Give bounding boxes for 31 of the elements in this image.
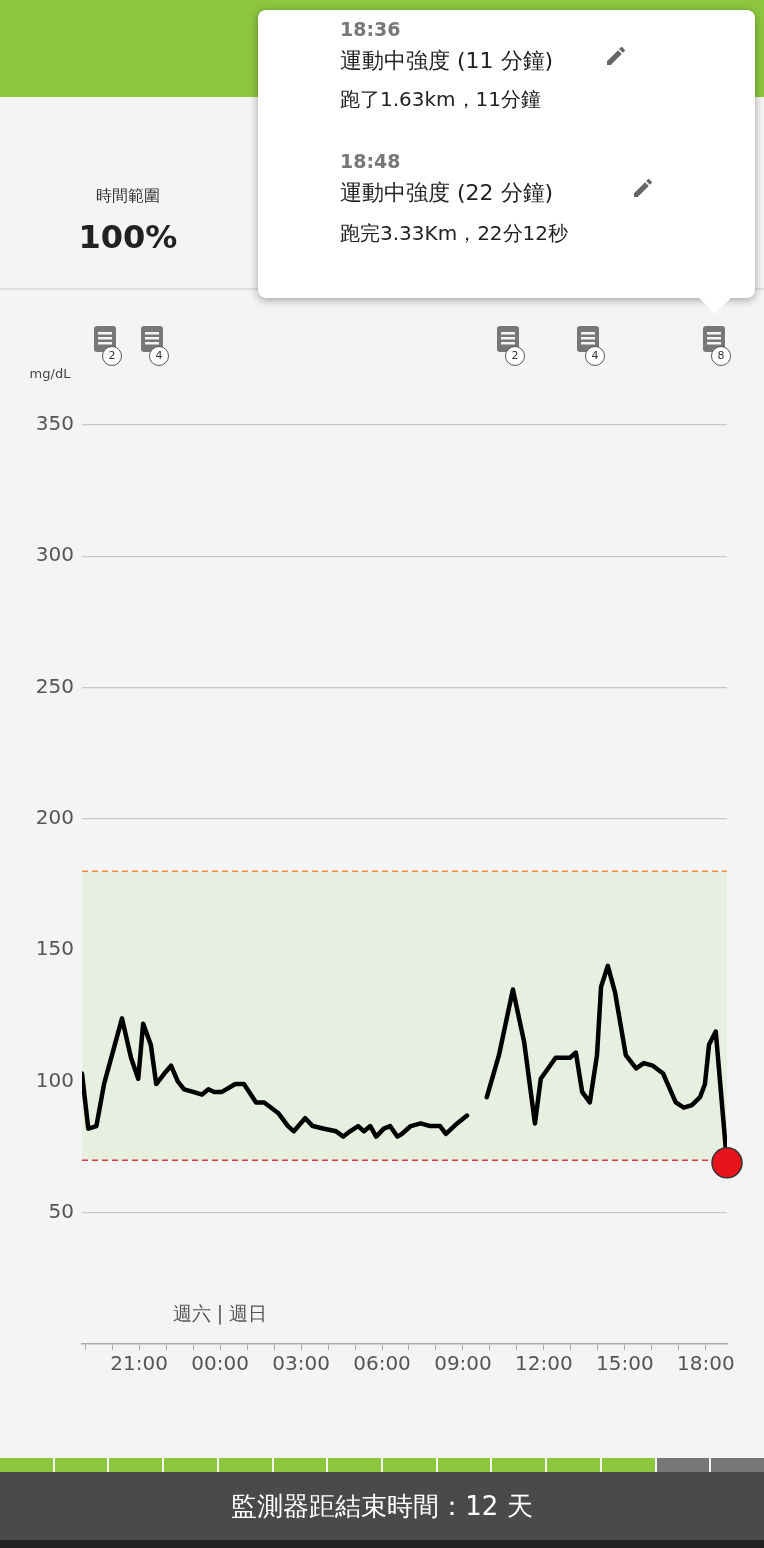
x-tick-label: 12:00 <box>515 1351 573 1376</box>
y-tick-label: 350 <box>35 411 74 436</box>
text: 18:36 <box>340 18 401 40</box>
text: 時間範圍 <box>95 186 161 207</box>
text: 跑完3.33Km，22分12秒 <box>340 220 569 247</box>
text: 跑了1.63km，11分鐘 <box>340 86 542 113</box>
x-tick-label: 21:00 <box>110 1351 168 1376</box>
x-tick-label: 03:00 <box>272 1351 330 1376</box>
y-axis-title: mg/dL <box>29 366 72 382</box>
text: 監測器距結束時間：12 天 <box>0 1472 764 1540</box>
text: 運動中強度 (11 分鐘) <box>340 47 554 75</box>
text: 4 <box>585 346 605 366</box>
x-tick-label: 06:00 <box>353 1351 411 1376</box>
x-tick-label: 00:00 <box>191 1351 249 1376</box>
x-tick-label: 09:00 <box>434 1351 492 1376</box>
y-tick-label: 200 <box>35 805 74 830</box>
y-tick-label: 100 <box>35 1067 74 1092</box>
text: 18:48 <box>340 150 401 172</box>
text: 運動中強度 (22 分鐘) <box>340 179 554 207</box>
text: 2 <box>505 346 525 366</box>
text: 2 <box>102 346 122 366</box>
x-tick-label: 18:00 <box>677 1351 735 1376</box>
y-tick-label: 250 <box>35 673 74 698</box>
text: 100% <box>77 218 179 256</box>
text: 4 <box>149 346 169 366</box>
y-tick-label: 50 <box>48 1198 74 1223</box>
x-tick-label: 15:00 <box>596 1351 654 1376</box>
y-tick-label: 150 <box>35 936 74 961</box>
text: 8 <box>711 346 731 366</box>
annotation: 週六 | 週日 <box>171 1301 269 1327</box>
y-tick-label: 300 <box>35 542 74 567</box>
